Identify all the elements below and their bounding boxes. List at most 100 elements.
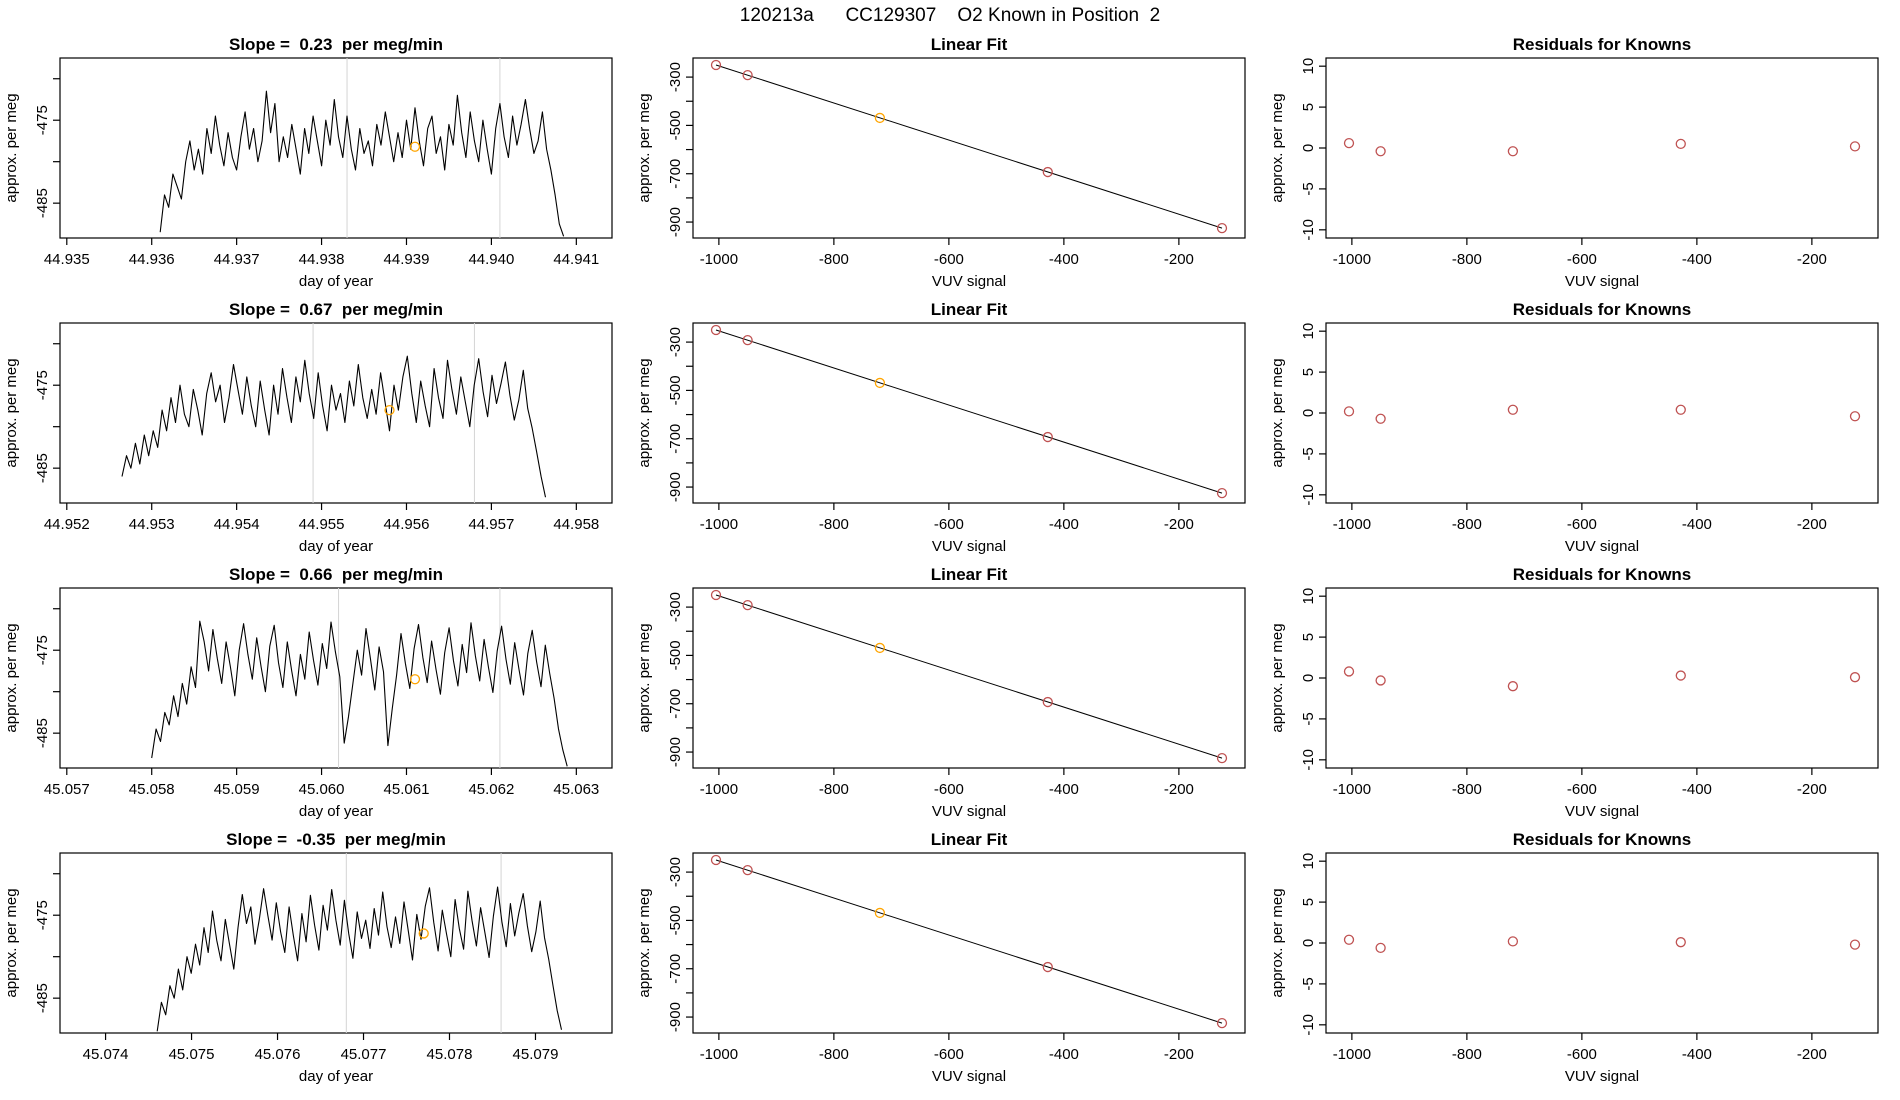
known-point — [742, 70, 753, 81]
panel-title: Residuals for Knowns — [1513, 565, 1692, 584]
y-tick-label: -500 — [667, 640, 684, 670]
x-tick-label: 45.063 — [553, 781, 599, 798]
y-tick-label: 0 — [1300, 144, 1317, 152]
known-point — [1216, 752, 1228, 764]
y-tick-label: -700 — [667, 424, 684, 454]
panel-title: Residuals for Knowns — [1513, 830, 1692, 849]
plot-box — [1325, 852, 1879, 1034]
x-tick-label: 44.941 — [553, 251, 599, 268]
panel-title: Linear Fit — [931, 35, 1008, 54]
y-tick-label: -5 — [1300, 977, 1317, 990]
y-axis-label: approx. per meg — [3, 358, 20, 467]
x-axis-label: VUV signal — [1565, 803, 1639, 820]
highlight-sample-point — [409, 141, 421, 152]
x-tick-label: 44.955 — [299, 516, 345, 533]
x-tick-label: -600 — [934, 251, 964, 268]
y-tick-label: -10 — [1300, 219, 1317, 241]
x-axis-label: day of year — [299, 1068, 373, 1085]
known-point — [1042, 431, 1053, 443]
y-tick-label: 5 — [1300, 103, 1317, 111]
y-tick-label: 10 — [1300, 853, 1317, 870]
plot-box — [59, 852, 613, 1034]
x-axis-label: day of year — [299, 273, 373, 290]
residual-point — [1343, 934, 1355, 945]
x-tick-label: -600 — [1567, 516, 1597, 533]
residual-point — [1343, 137, 1355, 149]
x-tick-label: 45.059 — [214, 781, 260, 798]
x-tick-label: -1000 — [700, 781, 738, 798]
x-tick-label: 44.954 — [214, 516, 260, 533]
x-tick-label: -1000 — [700, 516, 738, 533]
x-axis-label: VUV signal — [1565, 273, 1639, 290]
linear-fit-panel-row1: Linear Fit -1000 -800 -600 -400 -200 -900 -700 -… — [636, 35, 1246, 290]
y-tick-label: -475 — [34, 370, 51, 400]
highlight-sample-point — [384, 404, 395, 416]
x-tick-label: 45.061 — [384, 781, 430, 798]
y-tick-label: 10 — [1300, 323, 1317, 340]
x-tick-label: -800 — [1452, 251, 1482, 268]
y-tick-label: -700 — [667, 689, 684, 719]
x-tick-label: -200 — [1164, 1046, 1194, 1063]
x-tick-label: 45.078 — [427, 1046, 473, 1063]
panel-title: Slope = 0.23 per meg/min — [229, 35, 443, 54]
x-tick-label: -400 — [1682, 251, 1712, 268]
y-tick-label: -300 — [667, 62, 684, 92]
x-tick-label: -600 — [1567, 251, 1597, 268]
x-tick-label: -400 — [1049, 781, 1079, 798]
x-tick-label: 45.079 — [513, 1046, 559, 1063]
known-point — [710, 59, 722, 71]
y-axis-label: approx. per meg — [636, 888, 653, 997]
linear-fit-panel-row4: Linear Fit -1000 -800 -600 -400 -200 -900 -700 -… — [636, 830, 1246, 1085]
y-tick-label: -475 — [34, 635, 51, 665]
x-tick-label: -800 — [819, 251, 849, 268]
fit-line — [715, 594, 1223, 759]
panel-title: Slope = -0.35 per meg/min — [226, 830, 446, 849]
y-tick-label: -500 — [667, 110, 684, 140]
x-tick-label: -800 — [819, 781, 849, 798]
y-axis-label: approx. per meg — [1269, 93, 1286, 202]
known-point — [710, 854, 722, 866]
page-title: 120213a CC129307 O2 Known in Position 2 — [739, 5, 1161, 26]
y-tick-label: 0 — [1300, 674, 1317, 682]
y-axis-label: approx. per meg — [1269, 888, 1286, 997]
fit-line — [715, 64, 1223, 229]
x-tick-label: -600 — [934, 781, 964, 798]
x-tick-label: 44.937 — [214, 251, 260, 268]
x-tick-label: -200 — [1164, 516, 1194, 533]
x-tick-label: -200 — [1797, 516, 1827, 533]
plot-box — [692, 852, 1246, 1034]
x-tick-label: -200 — [1164, 251, 1194, 268]
x-tick-label: -800 — [1452, 781, 1482, 798]
x-tick-label: -1000 — [700, 1046, 738, 1063]
residual-point — [1849, 672, 1861, 683]
plot-box — [692, 587, 1246, 769]
signal-series-line — [151, 620, 568, 767]
x-tick-label: -400 — [1049, 1046, 1079, 1063]
x-tick-label: 44.940 — [468, 251, 514, 268]
x-tick-label: 44.953 — [129, 516, 175, 533]
y-tick-label: -900 — [667, 472, 684, 502]
plot-box — [59, 322, 613, 504]
y-axis-label: approx. per meg — [1269, 623, 1286, 732]
plot-box — [692, 57, 1246, 239]
x-tick-label: -600 — [934, 1046, 964, 1063]
residual-point — [1507, 404, 1519, 415]
highlight-known-point — [874, 377, 886, 389]
x-tick-label: 44.935 — [44, 251, 90, 268]
x-tick-label: -800 — [1452, 516, 1482, 533]
fit-line — [715, 329, 1223, 494]
y-tick-label: -700 — [667, 159, 684, 189]
known-point — [1042, 166, 1053, 178]
highlight-known-point — [874, 907, 886, 919]
x-tick-label: 44.939 — [384, 251, 430, 268]
y-tick-label: -700 — [667, 954, 684, 984]
residual-point — [1507, 681, 1519, 692]
panel-title: Residuals for Knowns — [1513, 300, 1692, 319]
y-tick-label: 5 — [1300, 368, 1317, 376]
y-axis-label: approx. per meg — [3, 93, 20, 202]
residuals-panel-row3: Residuals for Knowns -1000 -800 -600 -400 -20… — [1269, 565, 1879, 820]
x-tick-label: 45.058 — [129, 781, 175, 798]
panel-title: Slope = 0.67 per meg/min — [229, 300, 443, 319]
x-tick-label: -600 — [1567, 1046, 1597, 1063]
linear-fit-panel-row3: Linear Fit -1000 -800 -600 -400 -200 -900 -700 -… — [636, 565, 1246, 820]
